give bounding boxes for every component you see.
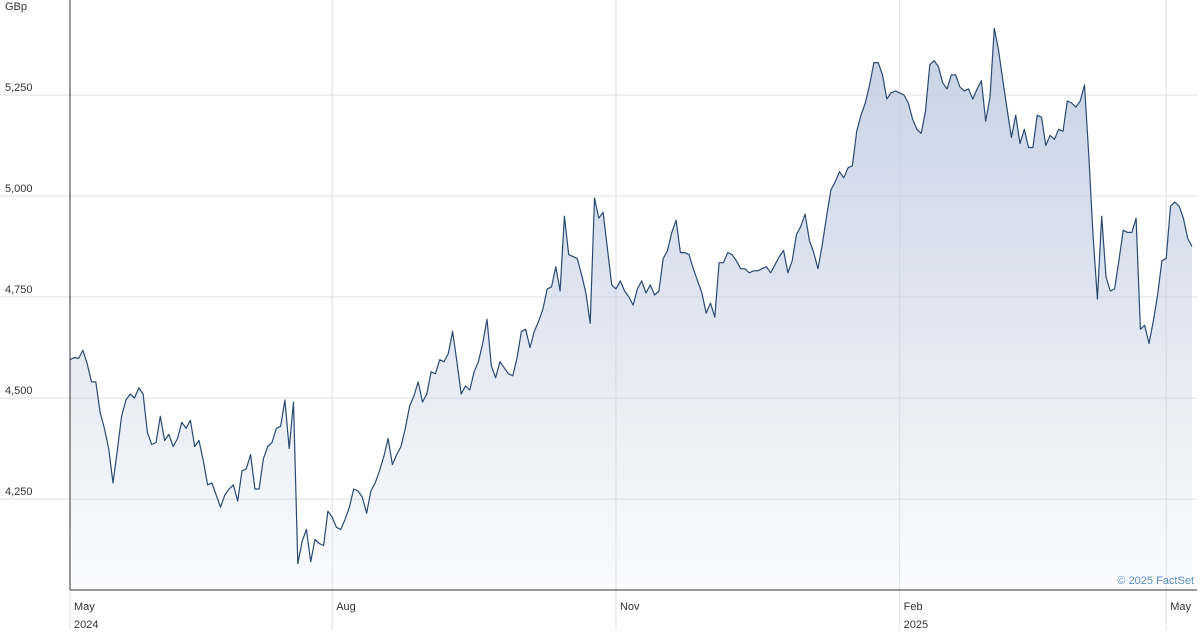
x-tick-label: May xyxy=(74,601,95,613)
x-year-label: 2024 xyxy=(74,619,98,630)
credit: © 2025 FactSet xyxy=(1117,575,1194,587)
y-tick-label: 4,500 xyxy=(5,385,33,397)
price-line xyxy=(69,27,1193,565)
x-tick-label: Feb xyxy=(904,601,923,613)
x-tick-label: Nov xyxy=(620,601,640,613)
x-tick-label: May xyxy=(1170,601,1191,613)
y-tick-label: 5,250 xyxy=(5,82,33,94)
y-tick-label: 4,750 xyxy=(5,284,33,296)
x-tick-label: Aug xyxy=(336,601,356,613)
y-tick-label: 4,250 xyxy=(5,486,33,498)
area xyxy=(70,28,1192,591)
unit-label: GBp xyxy=(5,1,27,13)
y-tick-label: 5,000 xyxy=(5,183,33,195)
x-year-label: 2025 xyxy=(904,619,928,630)
